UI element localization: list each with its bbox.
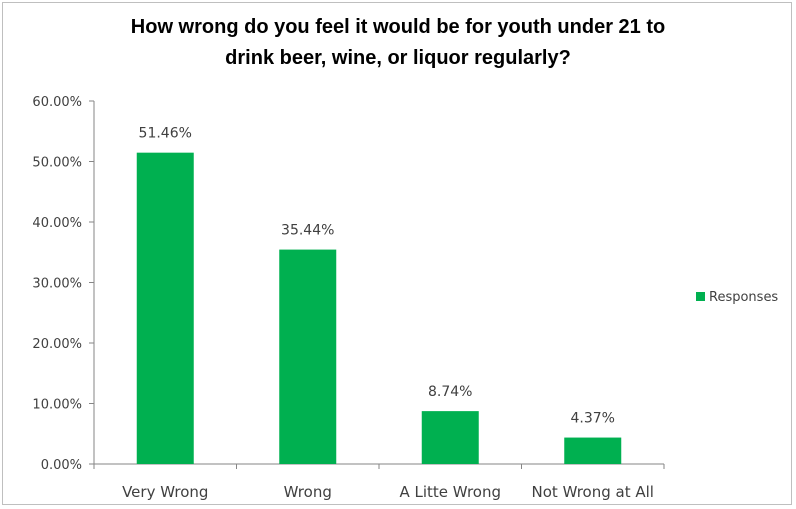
bar <box>279 249 337 464</box>
y-tick-label: 20.00% <box>32 337 82 352</box>
chart-title-line-1: How wrong do you feel it would be for yo… <box>130 16 666 38</box>
legend-label: Responses <box>709 290 778 305</box>
bar-series: 51.46% 35.44% 8.74% 4.37% <box>136 126 622 465</box>
y-tick-label: 30.00% <box>32 277 82 292</box>
y-tick-label: 0.00% <box>41 458 82 473</box>
legend: Responses <box>696 290 778 305</box>
bar-value-label: 4.37% <box>571 411 615 427</box>
chart-title-line-2: drink beer, wine, or liquor regularly? <box>225 47 571 69</box>
bar <box>136 152 194 465</box>
bar-value-label: 35.44% <box>281 223 334 239</box>
bar-value-label: 8.74% <box>428 384 472 400</box>
y-tick-label: 60.00% <box>32 95 82 110</box>
x-axis: Very Wrong Wrong A Litte Wrong Not Wrong at… <box>93 463 665 501</box>
bar <box>564 437 622 464</box>
bar-value-label: 51.46% <box>139 126 192 142</box>
x-category-label: A Litte Wrong <box>399 483 501 501</box>
legend-swatch <box>696 292 705 301</box>
y-tick-label: 40.00% <box>32 216 82 231</box>
bar <box>421 411 479 464</box>
y-tick-label: 10.00% <box>32 398 82 413</box>
x-category-label: Wrong <box>284 483 332 501</box>
x-category-label: Not Wrong at All <box>532 483 654 501</box>
y-tick-label: 50.00% <box>32 156 82 171</box>
y-axis: 0.00% 10.00% 20.00% 30.00% 40.00% 50.00% 60.00… <box>32 95 95 473</box>
x-category-label: Very Wrong <box>122 483 208 501</box>
chart-title: How wrong do you feel it would be for yo… <box>0 12 796 74</box>
